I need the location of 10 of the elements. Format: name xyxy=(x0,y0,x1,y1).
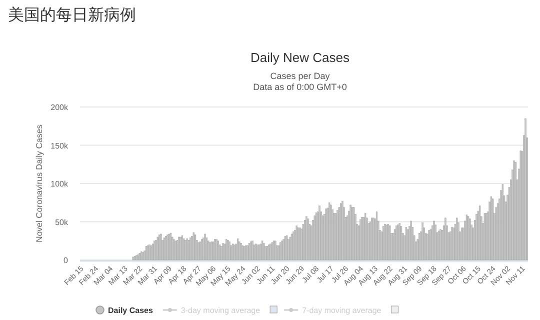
y-tick-label: 200k xyxy=(50,103,69,112)
y-tick-label: 0 xyxy=(64,256,69,265)
y-tick-label: 50k xyxy=(55,218,69,227)
text: 美国的每日新病例 xyxy=(8,6,136,24)
y-tick-label: 150k xyxy=(50,141,69,150)
y-tick-label: 100k xyxy=(50,180,69,188)
chart-subtitle: Cases per Day Data as of 0:00 GMT+0 xyxy=(253,71,347,92)
y-axis-title: Novel Coronavirus Daily Cases xyxy=(34,124,44,242)
legend-label: Daily Cases xyxy=(108,306,154,315)
chart-title: Daily New Cases xyxy=(250,50,350,65)
